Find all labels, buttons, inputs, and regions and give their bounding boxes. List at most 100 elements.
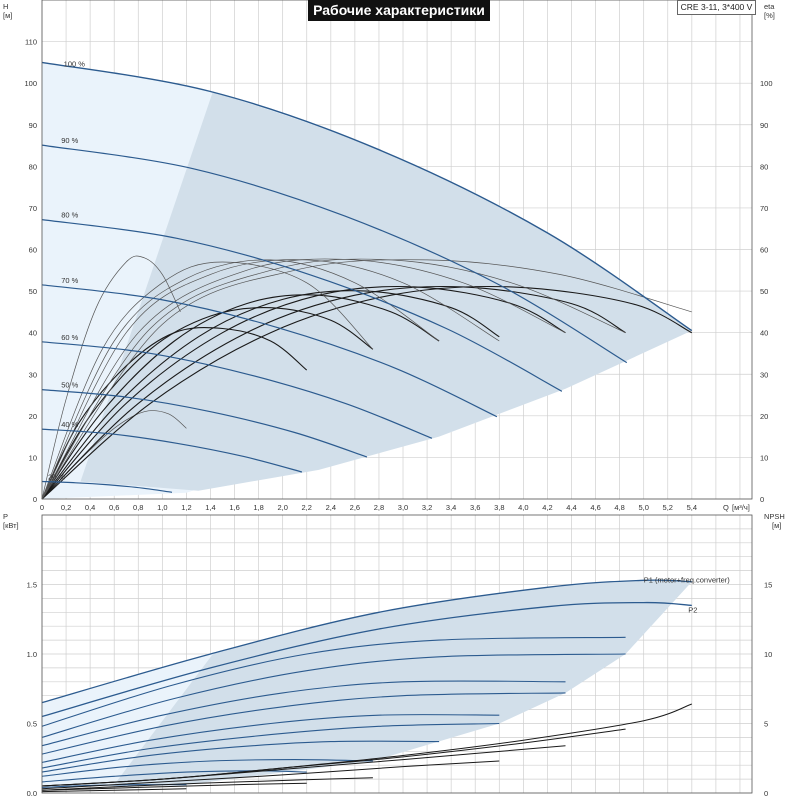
top-operating-region: [80, 91, 692, 491]
y-tick-label: 70: [29, 204, 37, 213]
qh-curve-label: 100 %: [64, 59, 86, 68]
npsh-axis-unit: [м]: [772, 521, 781, 530]
eta-curve: [41, 285, 693, 500]
y-tick-label: 40: [29, 329, 37, 338]
qh-curve: [41, 284, 498, 418]
x-tick-label: 1,8: [253, 503, 263, 512]
power-curve: [41, 759, 373, 777]
x-tick-label: 0,2: [61, 503, 71, 512]
p1-curve-label: P1 (motor+freq.converter): [644, 575, 731, 584]
qh-curve: [41, 480, 173, 493]
eta-curve: [41, 261, 374, 500]
x-tick-label: 2,0: [277, 503, 287, 512]
qh-curve-label: 60 %: [61, 333, 78, 342]
power-curve: [41, 579, 692, 704]
y2-tick-label: 100: [760, 79, 773, 88]
x-tick-label: 0,4: [85, 503, 95, 512]
x-tick-label: 3,2: [422, 503, 432, 512]
top-chart-curves: 100 % 90 % 80 % 70 % 60 % 50 % 40 % 20 %: [41, 59, 693, 500]
npsh-curve: [41, 760, 500, 790]
eta-curve: [41, 259, 440, 500]
p2-curve-label: P2: [688, 606, 697, 615]
x-tick-label: 4,8: [614, 503, 624, 512]
power-curve: [41, 653, 626, 738]
y-axis-label: H: [3, 2, 8, 11]
x-tick-label: 5,0: [638, 503, 648, 512]
top-chart-axes: 10 20 30 40 50 60 70 80 90 100 110 0 10 20 30 40 50 60 70 8…: [3, 0, 775, 512]
eta-curve: [41, 294, 440, 500]
y2-axis-label: eta: [764, 2, 775, 11]
y2-axis-unit: [%]: [764, 11, 775, 20]
eta-curve: [41, 259, 500, 500]
qh-curve: [41, 428, 303, 473]
npsh-curve: [41, 788, 187, 793]
y-tick-label: 110: [25, 38, 37, 47]
power-curve: [41, 680, 566, 747]
y2-tick-label: 70: [760, 204, 768, 213]
qh-curve-label: 40 %: [61, 420, 78, 429]
npsh-axis-label: NPSH: [764, 512, 785, 521]
qh-curve-label: 70 %: [61, 276, 78, 285]
bottom-chart-curves: P1 (motor+freq.converter) P2: [41, 575, 731, 793]
x-tick-label: 4,6: [590, 503, 600, 512]
eta-curve: [41, 259, 692, 500]
eta-curve: [41, 285, 626, 500]
eta-curve: [41, 258, 626, 500]
x-tick-label: 4,2: [542, 503, 552, 512]
qh-curve-label: 80 %: [61, 211, 78, 220]
power-curve: [41, 692, 566, 755]
x-tick-label: 3,4: [446, 503, 456, 512]
npsh-curve: [41, 782, 307, 791]
x-axis-label: Q: [723, 503, 729, 512]
x-tick-label: 3,0: [398, 503, 408, 512]
qh-curve: [41, 389, 368, 458]
power-curve: [41, 636, 626, 727]
x-tick-label: 1,6: [229, 503, 239, 512]
p-tick-label: 1.0: [27, 650, 37, 659]
qh-curve: [41, 144, 628, 364]
eta-curve: [41, 285, 566, 500]
y-tick-label: 0: [33, 495, 37, 504]
y2-tick-label: 30: [760, 370, 768, 379]
x-tick-label: 2,6: [350, 503, 360, 512]
pump-model-label: CRE 3-11, 3*400 V: [677, 0, 756, 15]
y2-tick-label: 90: [760, 121, 768, 130]
p-axis-unit: [кВт]: [3, 521, 19, 530]
x-axis-unit: [м³/ч]: [732, 503, 750, 512]
y-tick-label: 80: [29, 162, 37, 171]
x-tick-label: 5,4: [687, 503, 697, 512]
qh-curve: [41, 341, 433, 439]
y-tick-label: 50: [29, 287, 37, 296]
x-tick-label: 1,4: [205, 503, 215, 512]
x-tick-label: 0,8: [133, 503, 143, 512]
npsh-tick-label: 5: [764, 720, 768, 729]
qh-curve-label: 90 %: [61, 136, 78, 145]
p-tick-label: 0.0: [27, 789, 37, 798]
bottom-chart-axes: 0.0 0.5 1.0 1.5 0 5 10 15 P[кВт] NPSH[м]: [3, 512, 785, 798]
y2-tick-label: 0: [760, 495, 764, 504]
qh-curve-label: 50 %: [61, 381, 78, 390]
y-tick-label: 10: [29, 453, 37, 462]
npsh-curve: [41, 777, 373, 791]
x-tick-label: 1,0: [157, 503, 167, 512]
y-tick-label: 100: [24, 79, 37, 88]
qh-curve: [41, 61, 693, 332]
power-curve: [41, 770, 307, 783]
npsh-tick-label: 15: [764, 581, 772, 590]
qh-curve: [41, 219, 563, 392]
y-tick-label: 20: [29, 412, 37, 421]
x-tick-label: 2,4: [326, 503, 336, 512]
npsh-tick-label: 0: [764, 789, 768, 798]
bottom-operating-region: [114, 580, 692, 785]
y2-tick-label: 20: [760, 412, 768, 421]
chart-title: Рабочие характеристики: [308, 0, 490, 21]
npsh-tick-label: 10: [764, 650, 772, 659]
p-tick-label: 1.5: [27, 581, 37, 590]
y-tick-label: 30: [29, 370, 37, 379]
x-tick-label: 2,2: [302, 503, 312, 512]
x-tick-label: 4,4: [566, 503, 576, 512]
x-tick-label: 5,2: [663, 503, 673, 512]
x-tick-label: 4,0: [518, 503, 528, 512]
y2-tick-label: 60: [760, 246, 768, 255]
x-tick-label: 1,2: [181, 503, 191, 512]
